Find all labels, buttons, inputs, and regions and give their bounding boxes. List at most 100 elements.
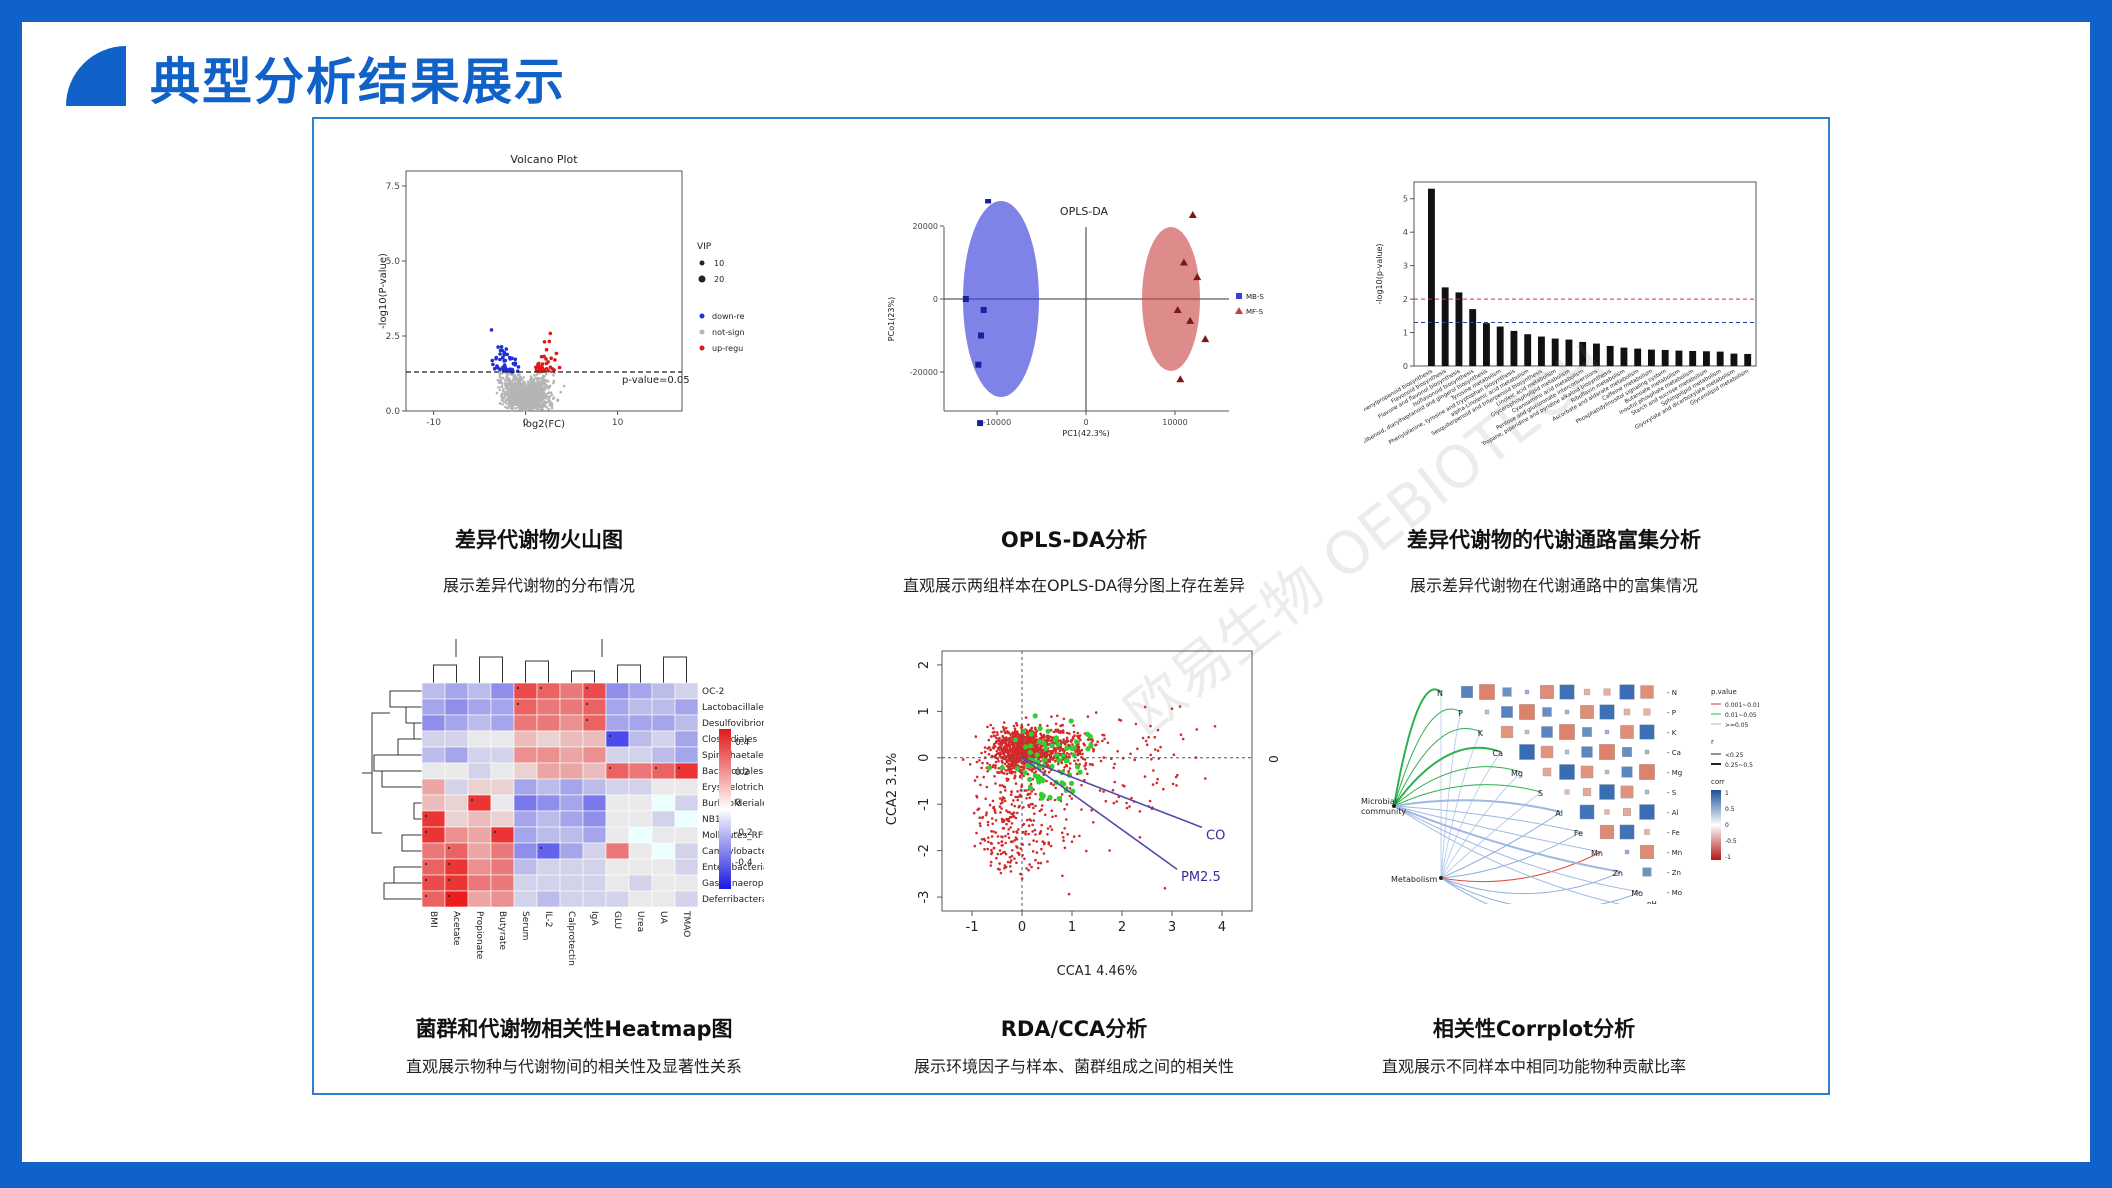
- cp-legend-pvalue-item: 0.01~0.05: [1725, 712, 1757, 719]
- heatmap-cell: [605, 890, 630, 908]
- cca-sample-point: [1024, 830, 1028, 833]
- volcano-legend-up-dot: [699, 345, 705, 351]
- heatmap-cell: [513, 714, 538, 732]
- heatmap-sig-mark: [586, 703, 588, 705]
- cca-sample-point: [1003, 747, 1007, 751]
- cca-sample-point: [1104, 799, 1108, 803]
- cp-cell: [1623, 808, 1631, 816]
- oplsda-point-mb: [975, 361, 982, 368]
- oplsda-ytick-label: 0: [933, 295, 938, 304]
- heatmap-cell: [651, 826, 676, 844]
- volcano-point-not-significant: [552, 381, 555, 385]
- volcano-point-not-significant: [522, 406, 526, 409]
- volcano-point-not-significant: [520, 405, 523, 409]
- oplsda-legend-mb-marker: [1236, 293, 1242, 299]
- cca-species-point: [1037, 725, 1043, 731]
- cca-sample-point: [1134, 722, 1138, 726]
- heatmap-sig-mark: [517, 687, 519, 689]
- cca-env-label: CO: [1206, 828, 1225, 843]
- cca-sample-point: [1128, 805, 1131, 808]
- heatmap-cell: [582, 682, 607, 700]
- cca-sample-point: [979, 842, 982, 845]
- volcano-point-not-significant: [498, 388, 502, 392]
- cca-sample-point: [1015, 861, 1018, 865]
- volcano-point-not-significant: [534, 377, 538, 380]
- heatmap-row-label: Lactobacillales: [702, 703, 764, 713]
- heatmap-cell: [421, 794, 446, 812]
- oplsda-mb-ellipse: [963, 201, 1039, 397]
- volcano-point-not-significant: [509, 406, 513, 410]
- page-title: 典型分析结果展示: [150, 53, 566, 111]
- volcano-point-not-significant: [547, 407, 550, 411]
- cca-sample-point: [1042, 733, 1046, 737]
- cca-sample-point: [1049, 782, 1053, 785]
- heatmap-cell: [674, 730, 699, 748]
- volcano-xtick-label: 10: [612, 418, 624, 428]
- volcano-point-not-significant: [542, 374, 545, 377]
- volcano-point-not-significant: [503, 390, 506, 394]
- cca-sample-point: [1019, 774, 1022, 778]
- cca-sample-point: [1030, 739, 1034, 742]
- heatmap-cell: [421, 826, 446, 844]
- cca-sample-point: [981, 815, 985, 819]
- cca-sample-point: [1022, 822, 1026, 826]
- enrich-ytick-label: 3: [1403, 262, 1408, 271]
- volcano-point-up-regulated: [546, 360, 550, 364]
- cca-xtick-label: 3: [1168, 920, 1176, 935]
- cca-sample-point: [1025, 752, 1028, 756]
- volcano-point-not-significant: [506, 393, 510, 397]
- panel-title-enrichment: 差异代谢物的代谢通路富集分析: [1407, 528, 1701, 552]
- cca-sample-point: [992, 830, 995, 833]
- oplsda-xtick-label: -10000: [983, 418, 1011, 427]
- heatmap-sig-mark: [425, 815, 427, 817]
- cca-sample-point: [980, 838, 984, 841]
- cca-sample-point: [1015, 724, 1019, 727]
- heatmap-cell: [559, 682, 584, 700]
- heatmap-sig-mark: [678, 767, 680, 769]
- cca-sample-point: [1060, 831, 1064, 835]
- cca-sample-point: [1013, 857, 1016, 860]
- cca-sample-point: [1027, 832, 1030, 836]
- heatmap-cell: [582, 746, 607, 764]
- cp-cell: [1644, 789, 1650, 795]
- volcano-point-not-significant: [562, 384, 566, 388]
- cca-sample-point: [988, 746, 991, 749]
- cca-sample-point: [1026, 732, 1030, 735]
- cca-sample-point: [979, 824, 982, 828]
- cca-species-point: [1024, 762, 1031, 769]
- cca-sample-point: [1037, 861, 1040, 865]
- heatmap-cell: [513, 730, 538, 748]
- volcano-point-not-significant: [537, 399, 540, 403]
- volcano-xtick-label: 0: [523, 418, 529, 428]
- cp-edge-metabolism: [1440, 877, 1489, 904]
- cp-legend-corr-tick: -0.5: [1725, 838, 1737, 845]
- cca-sample-point: [998, 862, 1001, 865]
- cca-sample-point: [1108, 849, 1111, 852]
- cca-sample-point: [1084, 761, 1088, 765]
- volcano-point-not-significant: [497, 386, 500, 389]
- cca-species-point: [1075, 764, 1081, 770]
- cca-sample-point: [1163, 886, 1167, 890]
- volcano-point-not-significant: [512, 374, 515, 377]
- volcano-point-down-regulated: [492, 366, 497, 371]
- cca-sample-point: [1033, 812, 1036, 815]
- enrich-bar: [1606, 345, 1614, 366]
- cp-edge-microbial: [1393, 805, 1602, 853]
- cca-sample-point: [1019, 743, 1022, 747]
- volcano-point-down-regulated: [498, 357, 502, 362]
- cca-sample-point: [1148, 799, 1152, 803]
- cca-sample-point: [989, 860, 993, 864]
- cca-sample-point: [1112, 801, 1116, 805]
- cca-species-point: [1022, 770, 1028, 776]
- cp-cell: [1502, 687, 1512, 697]
- cp-cell: [1582, 727, 1592, 737]
- cca-sample-point: [1013, 729, 1017, 733]
- cca-sample-point: [990, 817, 994, 820]
- oplsda-point-mb: [980, 306, 987, 313]
- cca-sample-point: [1138, 810, 1142, 813]
- volcano-point-not-significant: [516, 398, 520, 401]
- oplsda-point-mf: [1173, 305, 1182, 313]
- cp-cell: [1540, 745, 1554, 759]
- cp-ph-label: pH: [1647, 900, 1657, 904]
- cca-sample-point: [981, 761, 984, 765]
